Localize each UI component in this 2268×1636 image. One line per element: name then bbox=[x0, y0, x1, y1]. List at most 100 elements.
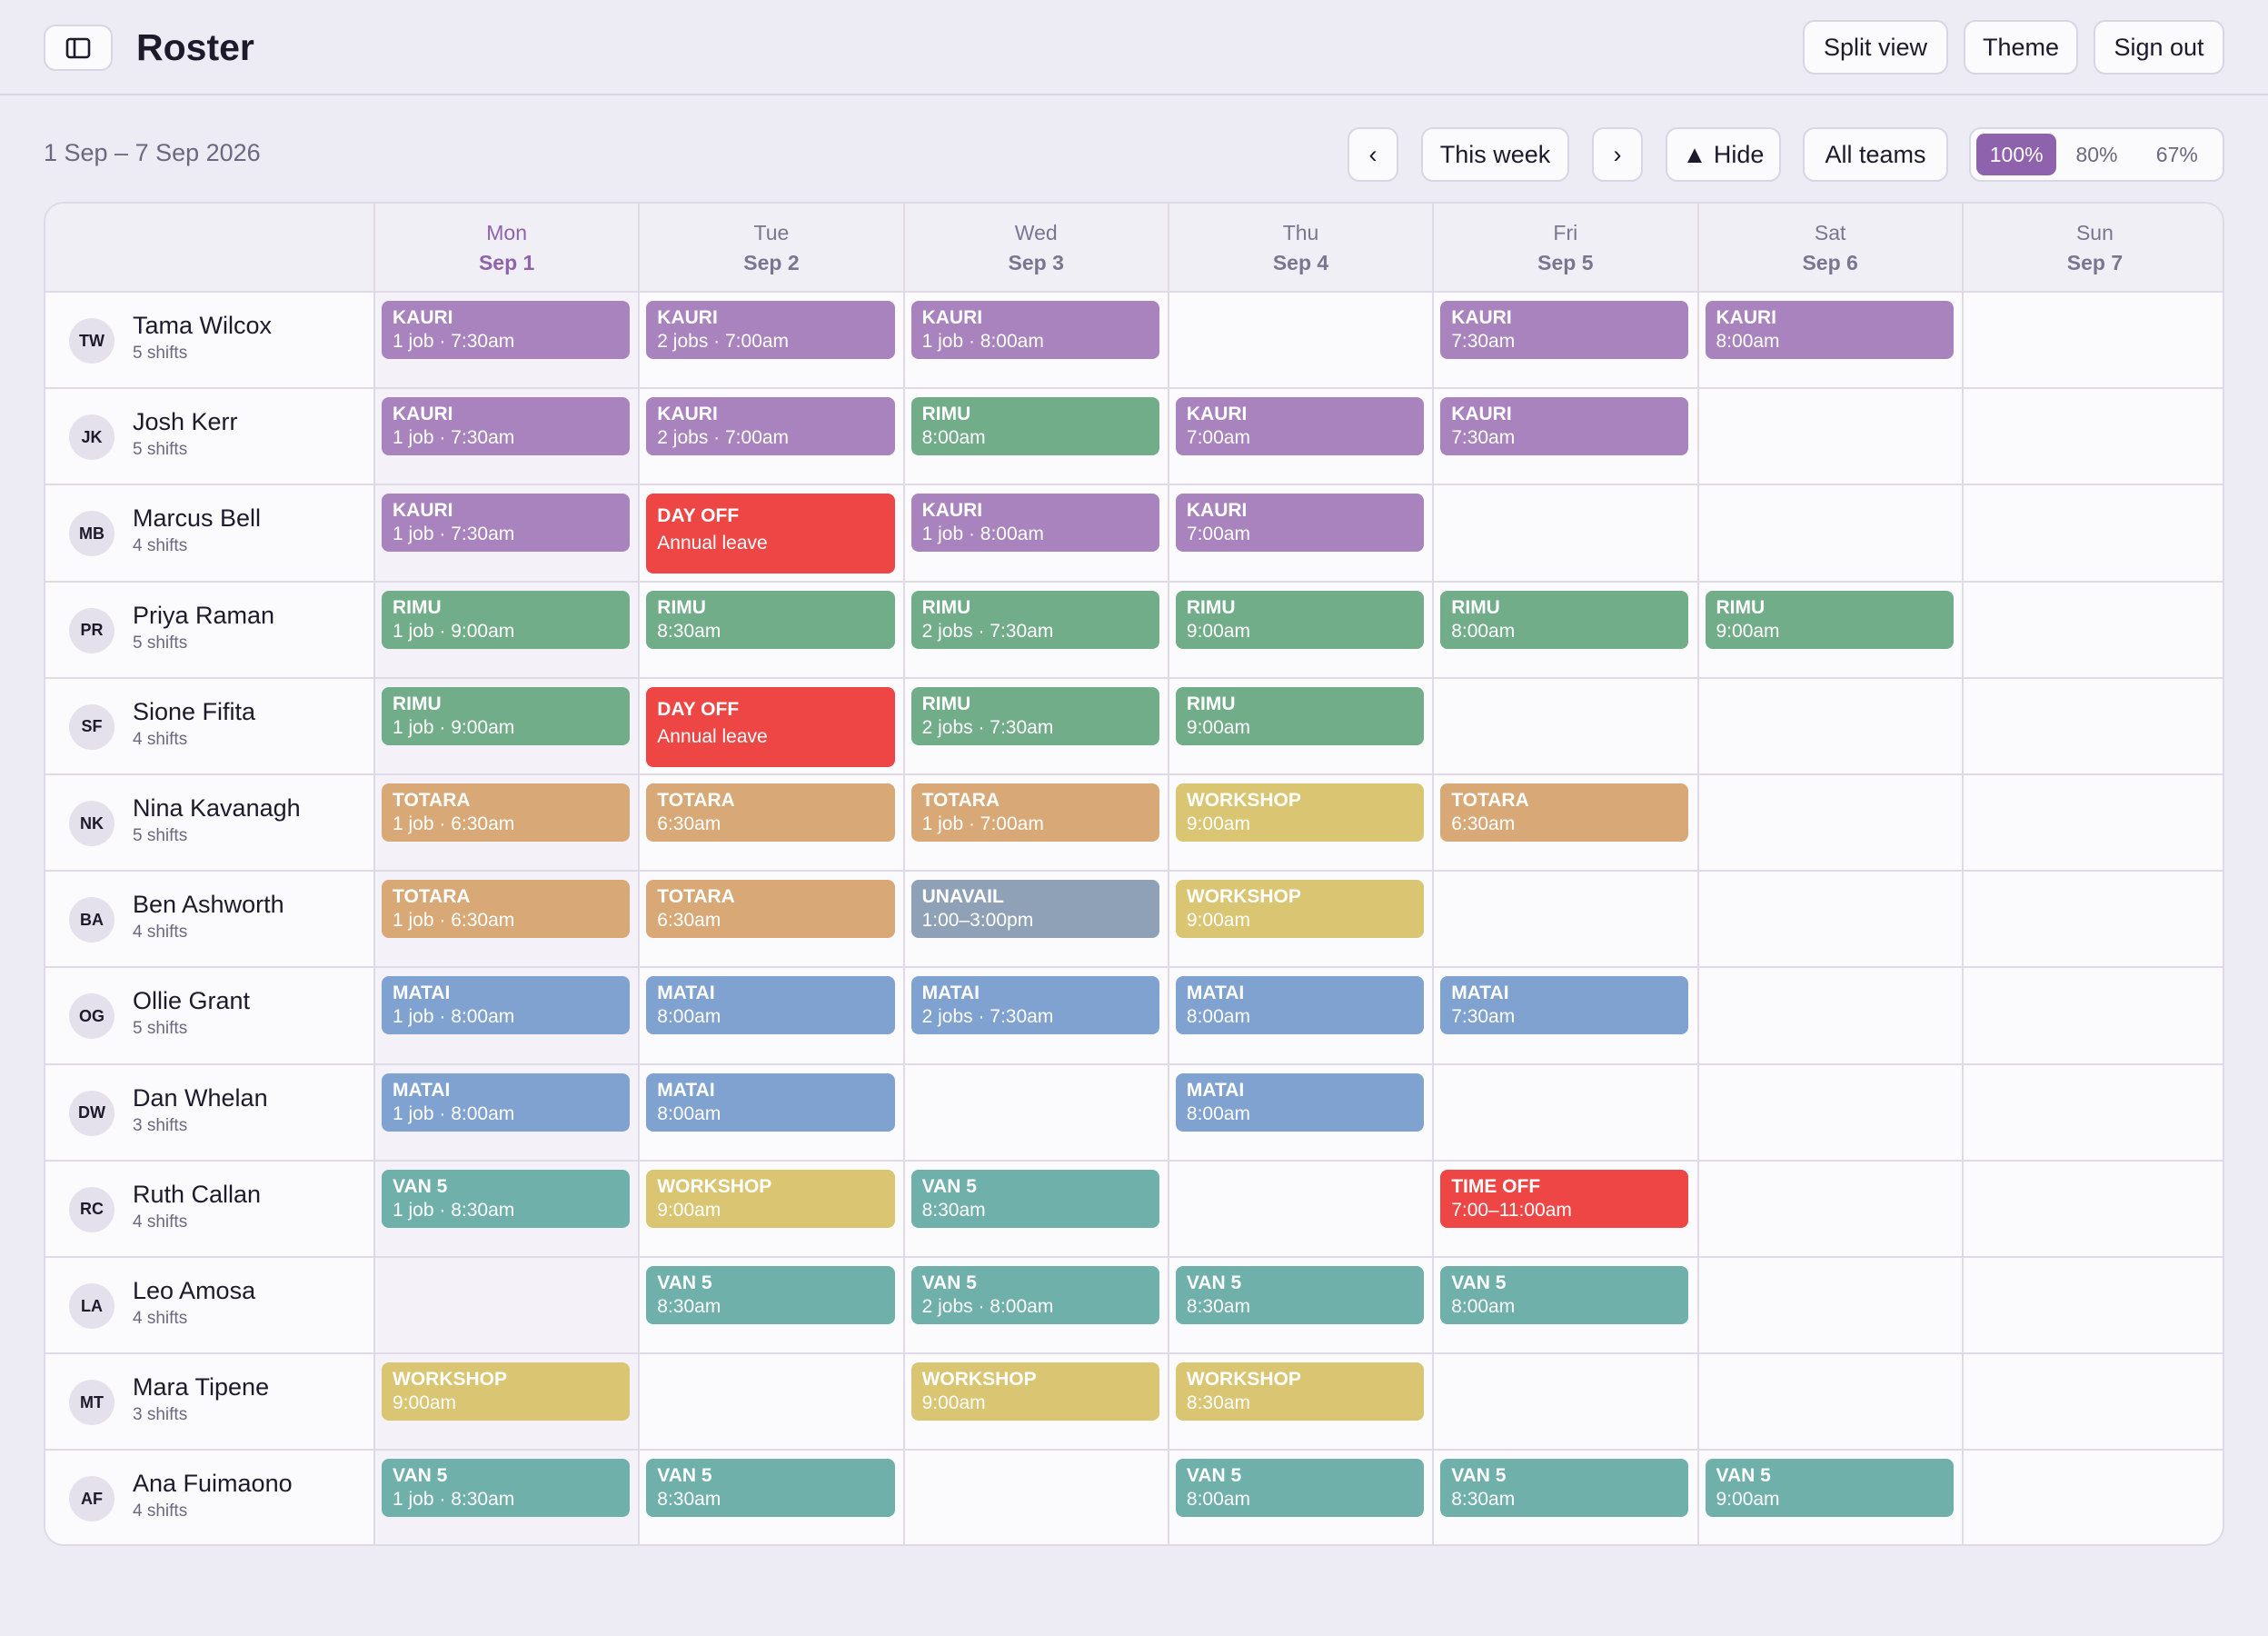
column-divider bbox=[1696, 293, 1699, 1544]
teams-filter-button[interactable]: All teams bbox=[1803, 127, 1948, 182]
shift-title: WORKSHOP bbox=[921, 1369, 1037, 1391]
employee-name[interactable]: Priya Raman bbox=[133, 601, 275, 629]
shift-card[interactable]: KAURI 1 job · 7:30am bbox=[382, 494, 631, 553]
shift-card[interactable]: KAURI 1 job · 8:00am bbox=[910, 301, 1159, 359]
shift-card[interactable]: RIMU 8:00am bbox=[910, 397, 1159, 456]
shift-card[interactable]: WORKSHOP 8:30am bbox=[1175, 1362, 1425, 1422]
shift-card[interactable]: RIMU 9:00am bbox=[1175, 686, 1425, 745]
shift-card[interactable]: KAURI 7:00am bbox=[1175, 397, 1425, 456]
shift-card[interactable]: VAN 5 2 jobs · 8:00am bbox=[910, 1266, 1159, 1324]
employee-name[interactable]: Ollie Grant bbox=[133, 987, 251, 1015]
shift-card[interactable]: MATAI 7:30am bbox=[1440, 976, 1689, 1035]
shift-card[interactable]: TOTARA 6:30am bbox=[1440, 783, 1689, 842]
shift-card[interactable]: RIMU 8:00am bbox=[1440, 590, 1689, 649]
shift-card[interactable]: RIMU 2 jobs · 7:30am bbox=[910, 590, 1159, 649]
shift-card[interactable]: TOTARA 1 job · 7:00am bbox=[910, 783, 1159, 842]
shift-title: MATAI bbox=[393, 1079, 451, 1101]
shift-card[interactable]: DAY OFF Annual leave bbox=[646, 494, 895, 574]
shift-title: RIMU bbox=[1186, 596, 1236, 618]
employee-shift-count: 4 shifts bbox=[133, 923, 188, 943]
employee-name[interactable]: Tama Wilcox bbox=[133, 312, 273, 339]
shift-card[interactable]: MATAI 8:00am bbox=[646, 976, 895, 1035]
sign-out-button[interactable]: Sign out bbox=[2094, 20, 2224, 75]
theme-button[interactable]: Theme bbox=[1964, 20, 2078, 75]
employee-row: DW Dan Whelan 3 shifts MATAI 1 job · 8:00am M… bbox=[45, 1065, 2223, 1162]
employee-name[interactable]: Ruth Callan bbox=[133, 1180, 262, 1208]
employee-name[interactable]: Leo Amosa bbox=[133, 1277, 256, 1304]
shift-card[interactable]: MATAI 1 job · 8:00am bbox=[382, 976, 631, 1035]
employee-name[interactable]: Marcus Bell bbox=[133, 504, 262, 533]
shift-card[interactable]: KAURI 1 job · 8:00am bbox=[910, 494, 1159, 553]
shift-card[interactable]: KAURI 7:30am bbox=[1440, 301, 1689, 359]
shift-card[interactable]: KAURI 1 job · 7:30am bbox=[382, 301, 631, 359]
next-week-button[interactable]: › bbox=[1592, 127, 1643, 182]
shift-card[interactable]: MATAI 1 job · 8:00am bbox=[382, 1072, 631, 1132]
split-view-button[interactable]: Split view bbox=[1803, 20, 1948, 75]
shift-card[interactable]: WORKSHOP 9:00am bbox=[646, 1169, 895, 1228]
shift-card[interactable]: TOTARA 1 job · 6:30am bbox=[382, 880, 631, 939]
zoom-option-80[interactable]: 80% bbox=[2075, 142, 2118, 166]
shift-card[interactable]: KAURI 7:00am bbox=[1175, 494, 1425, 553]
shift-card[interactable]: TOTARA 6:30am bbox=[646, 783, 895, 842]
shift-card[interactable]: WORKSHOP 9:00am bbox=[382, 1362, 631, 1422]
shift-card[interactable]: UNAVAIL 1:00–3:00pm bbox=[910, 880, 1159, 939]
this-week-button[interactable]: This week bbox=[1421, 127, 1569, 182]
shift-card[interactable]: RIMU 1 job · 9:00am bbox=[382, 590, 631, 649]
shift-card[interactable]: RIMU 8:30am bbox=[646, 590, 895, 649]
day-name: Fri bbox=[1553, 221, 1578, 244]
shift-card[interactable]: RIMU 1 job · 9:00am bbox=[382, 686, 631, 745]
shift-detail: 7:30am bbox=[1451, 427, 1516, 449]
employee-name[interactable]: Ben Ashworth bbox=[133, 891, 284, 919]
shift-detail: 9:00am bbox=[393, 1392, 457, 1414]
shift-card[interactable]: TIME OFF 7:00–11:00am bbox=[1440, 1169, 1689, 1228]
shift-card[interactable]: TOTARA 1 job · 6:30am bbox=[382, 783, 631, 842]
shift-card[interactable]: TOTARA 6:30am bbox=[646, 880, 895, 939]
previous-week-button[interactable]: ‹ bbox=[1348, 127, 1398, 182]
shift-card[interactable]: VAN 5 8:30am bbox=[910, 1169, 1159, 1228]
day-name: Sat bbox=[1814, 221, 1846, 244]
shift-card[interactable]: MATAI 2 jobs · 7:30am bbox=[910, 976, 1159, 1035]
shift-detail: Annual leave bbox=[657, 725, 768, 747]
shift-card[interactable]: RIMU 2 jobs · 7:30am bbox=[910, 686, 1159, 745]
shift-card[interactable]: VAN 5 8:30am bbox=[646, 1459, 895, 1518]
employee-name[interactable]: Mara Tipene bbox=[133, 1373, 270, 1402]
shift-card[interactable]: MATAI 8:00am bbox=[1175, 1072, 1425, 1132]
shift-card[interactable]: KAURI 8:00am bbox=[1705, 301, 1954, 359]
shift-card[interactable]: MATAI 8:00am bbox=[646, 1072, 895, 1132]
shift-card[interactable]: WORKSHOP 9:00am bbox=[910, 1362, 1159, 1422]
day-date: Sep 1 bbox=[478, 251, 535, 274]
shift-title: TOTARA bbox=[1451, 790, 1529, 811]
shift-detail: 8:00am bbox=[1451, 1296, 1516, 1317]
zoom-option-100[interactable]: 100% bbox=[1976, 134, 2057, 175]
shift-title: TOTARA bbox=[921, 790, 1000, 811]
shift-card[interactable]: KAURI 2 jobs · 7:00am bbox=[646, 397, 895, 456]
shift-card[interactable]: RIMU 9:00am bbox=[1175, 590, 1425, 649]
employee-name[interactable]: Dan Whelan bbox=[133, 1083, 268, 1112]
sidebar-toggle-button[interactable] bbox=[44, 25, 113, 71]
zoom-option-67[interactable]: 67% bbox=[2155, 142, 2198, 166]
shift-card[interactable]: WORKSHOP 9:00am bbox=[1175, 880, 1425, 939]
day-header-wed: Wed Sep 3 bbox=[902, 204, 1168, 293]
shift-card[interactable]: DAY OFF Annual leave bbox=[646, 686, 895, 767]
shift-card[interactable]: VAN 5 9:00am bbox=[1705, 1459, 1954, 1518]
shift-card[interactable]: KAURI 1 job · 7:30am bbox=[382, 397, 631, 456]
shift-card[interactable]: VAN 5 8:30am bbox=[646, 1266, 895, 1324]
shift-card[interactable]: KAURI 7:30am bbox=[1440, 397, 1689, 456]
shift-card[interactable]: VAN 5 8:30am bbox=[1440, 1459, 1689, 1518]
shift-card[interactable]: VAN 5 8:00am bbox=[1440, 1266, 1689, 1324]
shift-card[interactable]: MATAI 8:00am bbox=[1175, 976, 1425, 1035]
shift-card[interactable]: WORKSHOP 9:00am bbox=[1175, 783, 1425, 842]
shift-title: KAURI bbox=[393, 404, 453, 425]
shift-card[interactable]: VAN 5 8:00am bbox=[1175, 1459, 1425, 1518]
employee-shift-count: 5 shifts bbox=[133, 440, 188, 460]
employee-name[interactable]: Sione Fifita bbox=[133, 697, 256, 725]
shift-card[interactable]: KAURI 2 jobs · 7:00am bbox=[646, 301, 895, 359]
employee-name[interactable]: Nina Kavanagh bbox=[133, 794, 301, 822]
employee-name[interactable]: Josh Kerr bbox=[133, 408, 238, 436]
hide-button[interactable]: ▲ Hide bbox=[1666, 127, 1781, 182]
shift-card[interactable]: RIMU 9:00am bbox=[1705, 590, 1954, 649]
shift-card[interactable]: VAN 5 8:30am bbox=[1175, 1266, 1425, 1324]
employee-name[interactable]: Ana Fuimaono bbox=[133, 1470, 293, 1498]
